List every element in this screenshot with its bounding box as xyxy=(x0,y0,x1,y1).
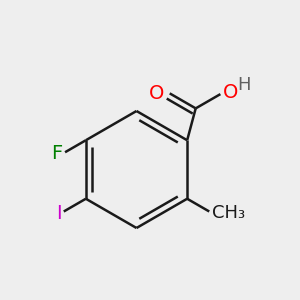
Text: O: O xyxy=(149,84,164,103)
Text: O: O xyxy=(223,83,238,102)
Text: F: F xyxy=(51,144,62,163)
Text: I: I xyxy=(56,203,61,223)
Text: CH₃: CH₃ xyxy=(212,204,245,222)
Text: H: H xyxy=(237,76,250,94)
